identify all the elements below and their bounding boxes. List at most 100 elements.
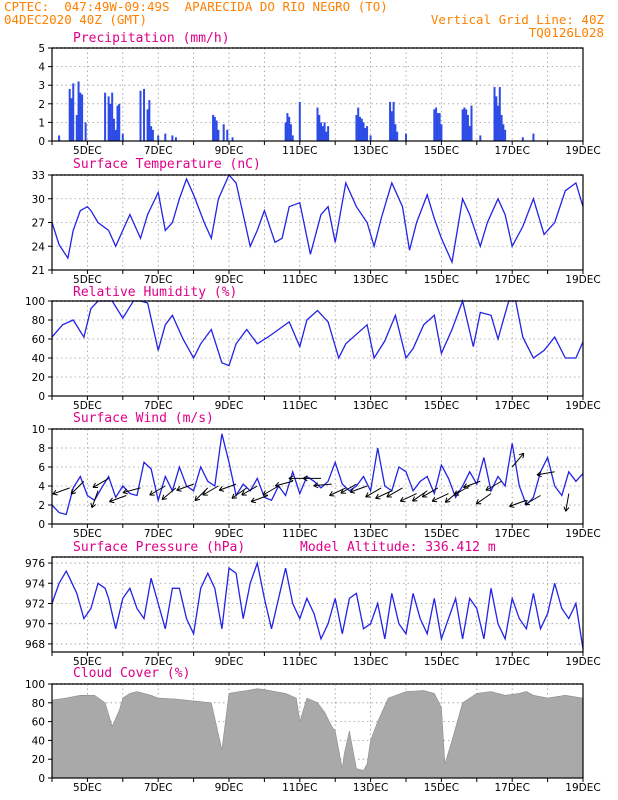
y-tick-label: 27: [32, 218, 45, 230]
wind-arrow: [92, 477, 109, 488]
precip-bar: [109, 103, 112, 141]
panel-4: Surface Wind (m/s) 0 2 4 6 8 10 5DEC 7DEC 9DEC 11D…: [32, 411, 601, 540]
y-tick-label: 21: [32, 265, 45, 277]
x-tick-label: 11DEC: [282, 274, 317, 286]
x-tick-label: 15DEC: [424, 400, 459, 412]
wind-arrowhead: [288, 475, 294, 479]
precip-bar: [502, 124, 505, 141]
precip-bar: [116, 105, 119, 141]
precip-bar: [81, 94, 84, 141]
panel-2: Surface Temperature (nC) 21 24 27 30 33 5DEC 7D…: [32, 157, 601, 286]
wind-arrowhead: [399, 496, 404, 502]
x-tick-label: 17DEC: [494, 656, 529, 668]
precip-bar: [114, 129, 117, 141]
x-tick-label: 19DEC: [565, 782, 600, 794]
precip-bar: [504, 129, 507, 141]
wind-arrowhead: [288, 477, 294, 482]
x-tick-label: 5DEC: [73, 274, 102, 286]
x-tick-label: 19DEC: [565, 400, 600, 412]
precip-bar: [171, 135, 174, 141]
x-tick-label: 15DEC: [424, 528, 459, 540]
precip-bar: [320, 122, 323, 141]
y-tick-label: 1: [38, 117, 45, 129]
x-tick-label: 9DEC: [215, 782, 244, 794]
y-tick-label: 0: [38, 136, 45, 148]
wind-arrow: [91, 490, 99, 508]
wind-arrowhead: [313, 482, 319, 487]
y-tick-label: 30: [32, 194, 45, 206]
wind-arrowhead: [250, 497, 255, 502]
wind-arrow: [475, 493, 492, 505]
precip-bar: [75, 114, 78, 141]
y-tick-label: 3: [38, 80, 45, 92]
cloud-area: [51, 688, 584, 779]
wind-arrow: [375, 490, 393, 499]
wind-arrow: [509, 499, 527, 507]
x-tick-label: 5DEC: [73, 528, 102, 540]
precip-bar: [77, 81, 80, 141]
x-tick-label: 13DEC: [353, 400, 388, 412]
y-tick-label: 20: [32, 372, 45, 384]
wind-arrowhead: [275, 485, 281, 488]
wind-arrowhead: [412, 496, 415, 502]
precip-bar: [497, 105, 500, 141]
precip-bar: [360, 118, 363, 141]
wind-arrowhead: [52, 493, 58, 496]
x-tick-label: 11DEC: [282, 656, 317, 668]
x-tick-label: 19DEC: [565, 145, 600, 157]
wind-arrow: [194, 487, 209, 501]
precip-bar: [389, 101, 392, 141]
panel-frame: [51, 428, 584, 525]
wind-arrowhead: [536, 474, 542, 478]
precip-bar: [231, 137, 234, 141]
wind-arrowhead: [122, 488, 127, 493]
x-tick-label: 19DEC: [565, 656, 600, 668]
wind-arrow: [161, 487, 177, 500]
precip-bar: [148, 100, 151, 141]
y-tick-label: 5: [38, 43, 45, 55]
precip-bar: [104, 92, 107, 141]
wind-arrowhead: [563, 506, 567, 512]
y-tick-label: 8: [38, 443, 45, 455]
precip-bar: [121, 133, 124, 141]
x-tick-label: 17DEC: [494, 528, 529, 540]
precip-bar: [68, 88, 71, 141]
wind-arrow: [340, 483, 357, 494]
precip-bar: [217, 129, 220, 141]
x-tick-label: 13DEC: [353, 782, 388, 794]
precip-bar: [286, 113, 289, 141]
y-tick-label: 0: [38, 391, 45, 403]
panel-title: Precipitation (mm/h): [73, 31, 230, 46]
precip-bar: [362, 122, 365, 141]
x-tick-label: 5DEC: [73, 656, 102, 668]
x-tick-label: 17DEC: [494, 400, 529, 412]
y-tick-label: 0: [38, 519, 45, 531]
wind-arrowhead: [92, 482, 96, 488]
wind-arrowhead: [509, 502, 513, 507]
wind-arrow: [485, 480, 502, 491]
wind-arrowhead: [522, 453, 525, 459]
series-line: [51, 433, 584, 516]
wind-arrowhead: [329, 491, 333, 496]
precip-bar: [298, 101, 301, 141]
x-tick-label: 9DEC: [215, 400, 244, 412]
y-tick-label: 2: [38, 500, 45, 512]
wind-arrow: [386, 487, 403, 498]
y-tick-label: 968: [25, 639, 45, 651]
precip-bar: [470, 105, 473, 141]
wind-arrowhead: [431, 496, 436, 502]
wind-arrow: [109, 495, 127, 503]
y-tick-label: 10: [32, 424, 45, 436]
wind-arrow: [365, 487, 382, 498]
precip-bar: [107, 96, 110, 141]
precip-bar: [465, 109, 468, 141]
wind-arrow: [202, 485, 219, 496]
precip-bar: [495, 96, 498, 141]
wind-arrow: [52, 487, 70, 495]
precip-bar: [289, 124, 292, 141]
wind-arrow: [241, 485, 258, 496]
wind-arrowhead: [453, 490, 457, 496]
x-tick-label: 7DEC: [144, 656, 173, 668]
panel-frame: [51, 556, 584, 653]
wind-arrow: [412, 490, 428, 502]
